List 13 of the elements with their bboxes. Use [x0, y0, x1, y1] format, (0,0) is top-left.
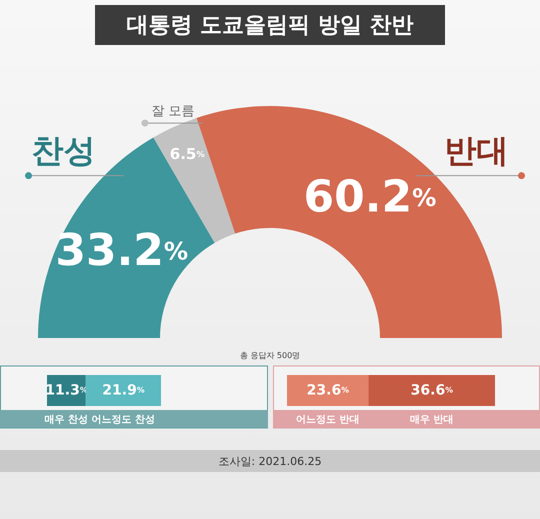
data-label: 60.2% — [304, 171, 436, 222]
data-label: 33.2% — [55, 224, 188, 276]
slice-label: 반대 — [444, 132, 508, 170]
text: 조사일: 2021.06.25 — [218, 455, 322, 468]
series-label: 매우 반대 — [410, 414, 454, 426]
data-label: 6.5% — [170, 144, 205, 163]
text: 총 응답자 500명 — [240, 351, 300, 360]
slice-label: 잘 모름 — [151, 104, 194, 120]
chart-title: 대통령 도쿄올림픽 방일 찬반 — [126, 13, 414, 38]
series-label: 어느정도 찬성 — [92, 414, 156, 426]
series-label: 매우 찬성 — [44, 414, 88, 426]
series-label: 어느정도 반대 — [296, 414, 360, 426]
slice-label: 찬성 — [32, 132, 96, 170]
